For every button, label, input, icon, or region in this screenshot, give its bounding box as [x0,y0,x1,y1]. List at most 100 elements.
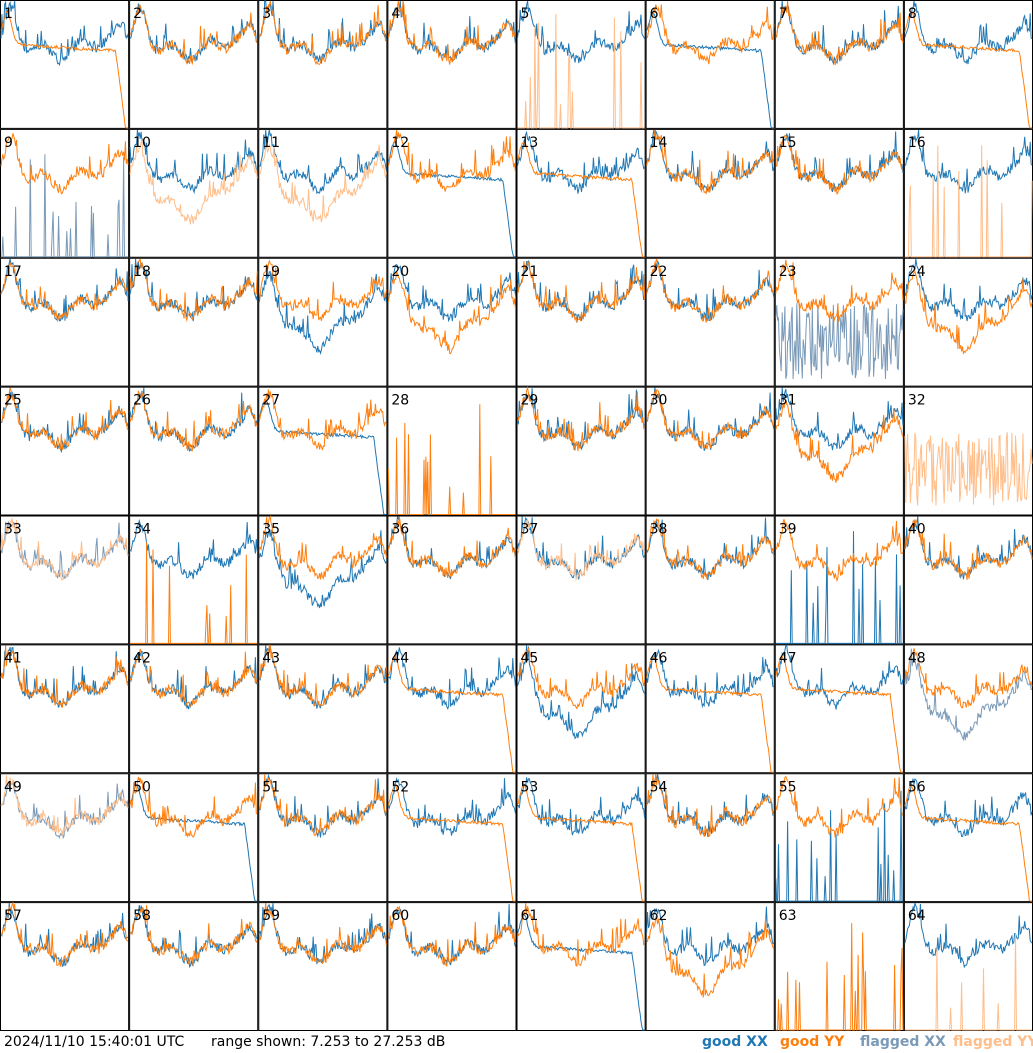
panel-frame [258,257,388,387]
panel-number-label: 53 [521,779,539,795]
panel-frame [387,902,517,1031]
panel-45: 45 [516,644,646,774]
panel-number-label: 21 [521,264,539,280]
series-yy-line [0,387,129,451]
panel-number-label: 24 [908,264,926,280]
series-yy-line [387,784,516,902]
panel-number-label: 11 [262,135,280,151]
series-yy-line [646,654,774,773]
panel-number-label: 22 [650,264,668,280]
panel-number-label: 1 [4,6,13,22]
panel-frame [0,773,130,903]
panel-number-label: 37 [521,522,539,538]
panel-number-label: 51 [262,779,280,795]
series-xx-line [517,914,645,1031]
panel-number-label: 7 [779,6,788,22]
panel-number-label: 16 [908,135,926,151]
panel-frame [129,902,259,1031]
panel-47: 47 [774,644,904,774]
panel-number-label: 56 [908,779,926,795]
panel-frame [0,644,130,774]
series-xx-line [775,303,904,380]
panel-14: 14 [645,128,775,258]
panel-6: 6 [645,0,775,129]
series-xx-line [775,790,903,902]
series-yy-line [129,905,258,967]
panel-frame [645,386,775,516]
panel-30: 30 [645,386,775,516]
series-xx-line [904,902,1033,969]
series-yy-line [258,903,387,965]
series-xx-line [904,648,1033,742]
panel-number-label: 14 [650,135,668,151]
series-yy-line [517,646,646,710]
panel-frame [258,386,388,516]
series-yy-line [0,133,129,195]
panel-29: 29 [516,385,646,516]
panel-frame [387,773,517,903]
panel-43: 43 [258,644,388,774]
panel-number-label: 52 [391,779,409,795]
panel-frame [774,386,904,516]
series-yy-line [0,775,129,836]
legend-good-xx: good XX [702,1034,768,1050]
series-yy-line [904,11,1032,129]
panel-36: 36 [387,515,517,645]
panel-50: 50 [129,773,259,903]
panel-33: 33 [0,515,130,645]
timestamp-label: 2024/11/10 15:40:01 UTC [4,1034,185,1050]
panel-number-label: 58 [133,908,151,924]
panel-frame [258,773,388,903]
series-xx-line [0,0,129,67]
panel-64: 64 [903,902,1033,1031]
panel-32: 32 [903,386,1033,516]
series-yy-line [258,774,387,837]
panel-frame [903,257,1033,387]
panel-number-label: 8 [908,6,917,22]
panel-23: 23 [774,257,904,387]
panel-number-label: 32 [908,393,926,409]
panel-59: 59 [258,902,388,1031]
panel-63: 63 [774,902,904,1031]
panel-53: 53 [516,773,646,903]
panel-49: 49 [0,773,130,903]
series-yy-line [0,261,129,323]
series-xx-line [387,776,516,836]
panel-number-label: 6 [650,6,659,22]
panel-31: 31 [774,386,904,516]
panel-22: 22 [645,257,775,387]
panel-frame [0,0,130,129]
panel-frame [0,515,130,645]
panel-number-label: 26 [133,393,151,409]
panel-number-label: 27 [262,393,280,409]
series-yy-line [646,518,775,580]
series-xx-line [904,258,1033,322]
series-yy-line [129,258,258,323]
panel-frame [129,128,259,258]
panel-frame [645,515,775,645]
series-xx-line [258,270,387,355]
panel-39: 39 [774,515,904,645]
series-yy-line [646,258,775,323]
panel-number-label: 36 [391,522,409,538]
series-yy-line [387,271,516,355]
panel-number-label: 20 [391,264,409,280]
panel-56: 56 [903,773,1033,903]
panel-9: 9 [0,128,130,258]
panel-number-label: 18 [133,264,151,280]
series-xx-line [387,140,516,258]
series-yy-line [387,653,516,773]
series-yy-line [775,0,904,66]
panel-26: 26 [129,386,259,516]
panel-frame [516,902,646,1031]
panel-frame [387,0,517,129]
panel-number-label: 10 [133,135,151,151]
series-xx-line [258,398,387,515]
panel-48: 48 [903,644,1033,774]
panel-number-label: 39 [779,522,797,538]
panel-18: 18 [129,257,259,387]
panel-20: 20 [387,257,517,387]
series-yy-line [129,776,258,839]
panel-number-label: 3 [262,6,271,22]
range-label: range shown: 7.253 to 27.253 dB [211,1034,446,1050]
